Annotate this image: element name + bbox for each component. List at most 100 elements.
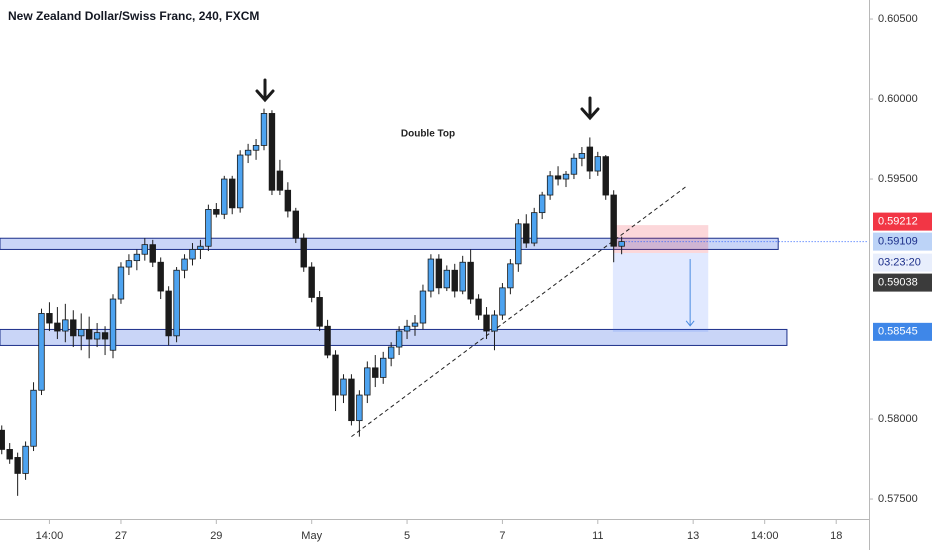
candle-body (173, 269, 180, 337)
candle-body (427, 258, 435, 292)
candle-body (435, 258, 443, 289)
candle-body (38, 313, 45, 391)
x-tick-label: 18 (830, 530, 842, 542)
candle-body (395, 330, 403, 348)
entry-price-label: 0.59038 (878, 277, 918, 289)
candle-body (531, 212, 538, 244)
candle-body (316, 297, 323, 327)
candle-body (78, 329, 85, 337)
candle-body (546, 175, 554, 196)
candle-body (0, 429, 5, 450)
candle-body (252, 145, 260, 151)
support-resistance-zone (0, 328, 788, 346)
candle-body (356, 394, 363, 422)
candle-body (459, 261, 466, 292)
candle-body (348, 378, 355, 422)
candle-body (22, 445, 29, 474)
candle-body (308, 266, 315, 298)
candle-body (594, 156, 601, 172)
x-tick-label: 5 (404, 530, 410, 542)
candle-body (197, 245, 204, 250)
x-tick-label: 14:00 (751, 530, 779, 542)
candle-body (602, 156, 609, 196)
candle-body (372, 367, 379, 378)
y-tick-label: 0.60500 (878, 13, 918, 25)
peak-arrow (580, 96, 600, 121)
candle-body (6, 449, 13, 460)
candle-body (221, 178, 228, 215)
candle-body (141, 244, 148, 255)
stop-area (612, 225, 709, 253)
candle-body (30, 389, 37, 447)
x-tick-label: May (301, 530, 322, 542)
candle-body (411, 322, 419, 327)
candle-body (364, 367, 371, 396)
countdown-bg (873, 253, 932, 272)
stop-price-label: 0.59212 (878, 216, 918, 228)
candle-body (340, 378, 347, 396)
target-price-label: 0.58545 (878, 326, 918, 338)
candle-body (284, 189, 292, 212)
candle-body (523, 223, 530, 244)
candle-body (538, 194, 546, 214)
candle-body (578, 153, 586, 159)
candle-body (332, 354, 339, 396)
candle-body (125, 260, 133, 268)
y-tick-label: 0.57500 (878, 493, 918, 505)
candle-body (491, 314, 498, 332)
candle-body (387, 346, 395, 359)
candle-body (157, 261, 164, 292)
candle-body (101, 332, 109, 340)
candle-body (46, 313, 53, 324)
support-resistance-zone (0, 237, 779, 250)
target-price-label-bg (873, 322, 932, 341)
candle-body (403, 325, 411, 332)
candle-body (324, 325, 331, 356)
candle-body (244, 149, 252, 156)
peak-arrow (255, 78, 275, 103)
candle-body (276, 170, 284, 191)
y-tick-label: 0.59500 (878, 173, 918, 185)
x-tick-label: 29 (210, 530, 222, 542)
target-arrow (685, 258, 695, 327)
candle-body (451, 269, 458, 292)
candle-body (70, 319, 77, 337)
candle-body (85, 329, 93, 340)
candle-body (133, 253, 141, 262)
candle-body (300, 237, 307, 268)
candle-body (93, 332, 101, 340)
candle-body (181, 258, 188, 271)
candle-body (260, 113, 268, 146)
candle-body (14, 457, 21, 474)
candle-body (586, 146, 594, 172)
candle-body (268, 113, 276, 191)
candle-body (117, 266, 125, 300)
x-tick-label: 11 (592, 530, 603, 542)
y-tick-label: 0.60000 (878, 93, 918, 105)
annotation: Double Top (401, 129, 455, 140)
candle-body (205, 209, 212, 247)
candle-body (292, 210, 299, 239)
x-tick-label: 14:00 (36, 530, 64, 542)
candle-body (419, 290, 427, 324)
current-price-label-bg (873, 232, 932, 251)
x-tick-label: 27 (115, 530, 127, 542)
y-tick-label: 0.58000 (878, 413, 918, 425)
candle-body (610, 194, 617, 247)
target-area (612, 252, 709, 332)
candle-body (189, 249, 196, 260)
candle-body (443, 269, 450, 289)
candle-body (499, 287, 506, 316)
candle-body (62, 319, 69, 332)
candle-body (213, 209, 220, 215)
candle-body (236, 154, 244, 209)
x-tick-label: 13 (687, 530, 699, 542)
candle-body (475, 298, 482, 316)
candle-body (165, 290, 172, 337)
candle-body (149, 244, 156, 263)
candle-body (562, 173, 570, 180)
candle-body (54, 322, 61, 332)
